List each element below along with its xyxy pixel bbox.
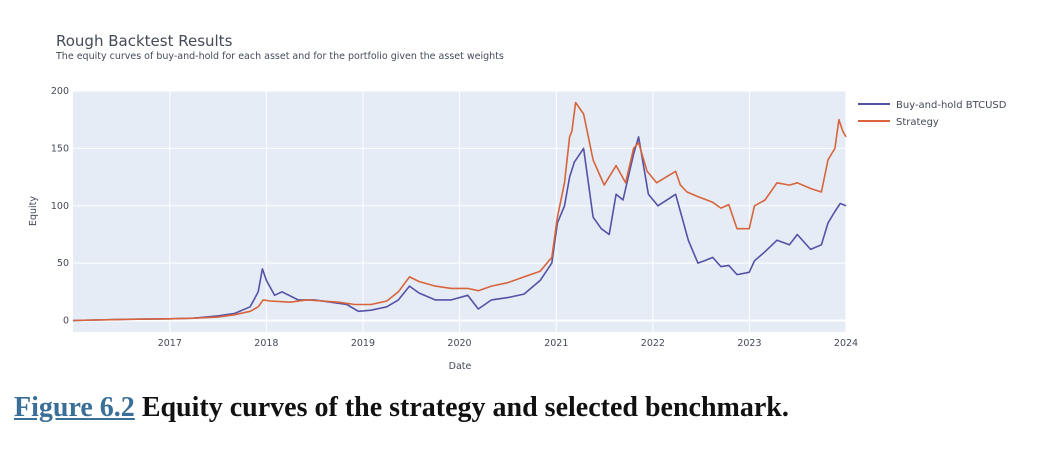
x-tick-label: 2024 (834, 338, 858, 349)
series-line-buy-and-hold-btcusd (72, 136, 847, 322)
y-tick-label: 0 (63, 316, 69, 327)
legend-label: Strategy (896, 117, 939, 128)
chart-title: Rough Backtest Results (56, 32, 233, 50)
x-tick-label: 2020 (447, 338, 471, 349)
x-tick-label: 2021 (544, 338, 568, 349)
x-tick-label: 2017 (158, 338, 182, 349)
legend: Buy-and-hold BTCUSD Strategy (858, 100, 1007, 128)
x-tick-label: 2023 (737, 338, 761, 349)
figure-caption-text: Equity curves of the strategy and select… (134, 392, 789, 423)
series-layer (72, 101, 847, 322)
chart-subtitle: The equity curves of buy-and-hold for ea… (56, 51, 504, 62)
x-tick-label: 2018 (254, 338, 278, 349)
legend-label: Buy-and-hold BTCUSD (896, 100, 1007, 111)
y-tick-label: 100 (51, 201, 69, 212)
y-tick-label: 200 (51, 86, 69, 97)
x-axis-label: Date (449, 361, 472, 372)
x-tick-label: 2019 (351, 338, 375, 349)
grid-lines (73, 90, 847, 332)
y-axis-label: Equity (28, 196, 39, 226)
y-tick-label: 50 (57, 258, 69, 269)
equity-chart: 2017 2018 2019 2020 2021 2022 2023 2024 0 50 100 15… (28, 86, 1007, 372)
series-line-strategy (72, 101, 847, 322)
y-tick-label: 150 (51, 143, 69, 154)
x-tick-label: 2022 (641, 338, 665, 349)
figure-ref-link[interactable]: Figure 6.2 (14, 392, 135, 423)
figure-caption: Figure 6.2 Equity curves of the strategy… (14, 392, 789, 424)
axis-ticks: 2017 2018 2019 2020 2021 2022 2023 2024 0 50 100 15… (51, 86, 858, 349)
